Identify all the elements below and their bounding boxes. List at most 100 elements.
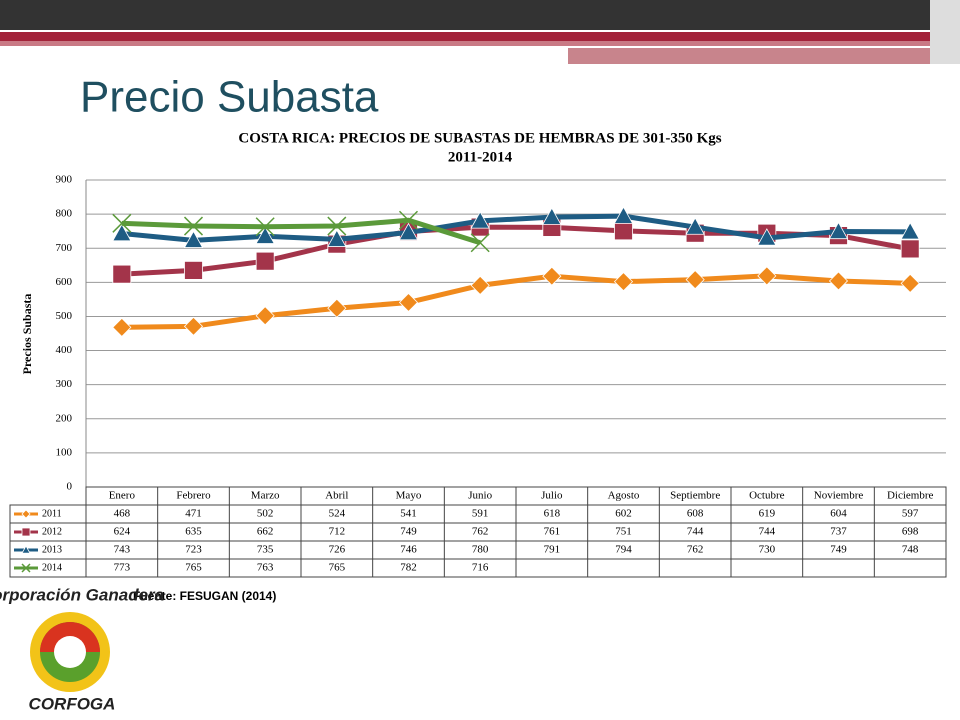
logo-bottom: CORFOGA [29, 694, 116, 713]
marker [542, 207, 562, 225]
table-value: 743 [114, 544, 131, 556]
marker [470, 211, 490, 229]
table-value: 541 [400, 508, 417, 520]
legend-label: 2014 [42, 562, 62, 573]
table-value: 730 [759, 544, 776, 556]
marker [685, 217, 705, 235]
marker [255, 217, 275, 237]
marker [398, 210, 419, 230]
x-tick-label: Octubre [749, 490, 785, 502]
y-tick-label: 700 [56, 242, 73, 254]
y-tick-label: 900 [56, 174, 73, 186]
table-value: 716 [472, 562, 489, 574]
marker [398, 292, 419, 313]
chart-title: COSTA RICA: PRECIOS DE SUBASTAS DE HEMBR… [238, 130, 721, 146]
x-tick-label: Diciembre [887, 490, 934, 502]
marker [255, 226, 275, 244]
table-value: 761 [544, 526, 561, 538]
legend-label: 2011 [42, 508, 62, 519]
logo-top: Corporación Ganadera [0, 585, 164, 604]
table-value: 791 [544, 544, 561, 556]
table-value: 749 [830, 544, 847, 556]
table-value: 712 [329, 526, 346, 538]
marker [112, 264, 132, 284]
pink-band [0, 41, 960, 46]
marker [828, 221, 849, 240]
table-value: 737 [830, 526, 847, 538]
slide-title: Precio Subasta [80, 73, 379, 122]
table-value: 597 [902, 508, 919, 520]
marker [398, 222, 419, 241]
table-value: 748 [902, 544, 919, 556]
table-value: 765 [185, 562, 202, 574]
x-tick-label: Noviembre [814, 490, 864, 502]
table-value: 591 [472, 508, 489, 520]
logo-center [54, 636, 86, 668]
table-value: 746 [400, 544, 417, 556]
marker [255, 306, 275, 326]
marker [900, 273, 920, 293]
red-band [0, 32, 960, 41]
table-value: 744 [759, 526, 776, 538]
marker [183, 216, 204, 236]
y-tick-label: 300 [56, 378, 73, 390]
x-tick-label: Septiembre [670, 490, 720, 502]
marker [327, 216, 347, 236]
marker [183, 230, 204, 248]
table-value: 735 [257, 544, 274, 556]
corner [930, 0, 960, 64]
legend-marker [21, 527, 31, 537]
table-value: 602 [615, 508, 632, 520]
y-axis-label: Precios Subasta [20, 294, 34, 375]
table-value: 618 [544, 508, 561, 520]
marker [470, 275, 490, 295]
marker [183, 316, 204, 336]
y-tick-label: 800 [56, 208, 73, 220]
table-value: 624 [114, 526, 131, 538]
table-value: 726 [329, 544, 346, 556]
x-tick-label: Enero [109, 490, 136, 502]
marker [112, 213, 132, 233]
top-bar [0, 0, 960, 30]
marker [112, 317, 132, 337]
marker [470, 233, 490, 253]
marker [327, 298, 347, 318]
table-value: 619 [759, 508, 776, 520]
y-tick-label: 100 [56, 446, 73, 458]
legend-marker [21, 563, 31, 573]
marker [613, 206, 634, 224]
y-tick-label: 500 [56, 310, 73, 322]
y-tick-label: 400 [56, 344, 73, 356]
series-line [121, 273, 911, 330]
marker [327, 229, 347, 247]
x-tick-label: Mayo [396, 490, 422, 502]
marker [613, 272, 634, 292]
table-value: 608 [687, 508, 704, 520]
table-value: 744 [687, 526, 704, 538]
y-tick-label: 600 [56, 276, 73, 288]
logo: Corporación Ganadera CORFOGA [0, 585, 164, 713]
table-value: 762 [687, 544, 704, 556]
table-value: 604 [830, 508, 847, 520]
y-tick-label: 200 [56, 412, 73, 424]
legend-label: 2012 [42, 526, 62, 537]
chart-subtitle: 2011-2014 [448, 149, 513, 165]
marker [828, 271, 849, 291]
marker [900, 222, 920, 240]
marker [255, 251, 275, 271]
x-tick-label: Julio [541, 490, 563, 502]
marker [112, 223, 132, 242]
marker [685, 270, 705, 290]
table-value: 749 [400, 526, 417, 538]
x-tick-label: Marzo [251, 490, 280, 502]
x-tick-label: Junio [468, 490, 492, 502]
table-value: 762 [472, 526, 489, 538]
x-tick-label: Agosto [608, 490, 640, 502]
table-value: 751 [615, 526, 632, 538]
marker [757, 228, 777, 246]
marker [542, 266, 562, 286]
table-value: 794 [615, 544, 632, 556]
series-line [121, 213, 911, 243]
source: Fuente: FESUGAN (2014) [133, 589, 276, 603]
